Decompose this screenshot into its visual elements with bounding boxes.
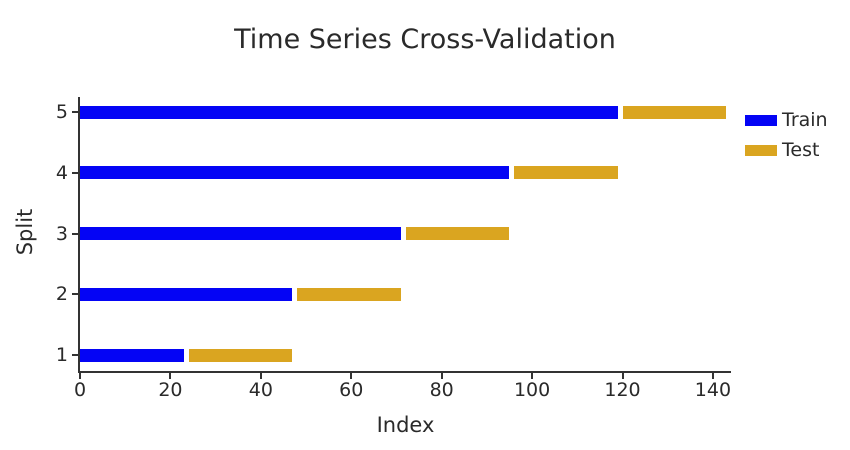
- x-tick-label: 120: [604, 379, 641, 401]
- legend-swatch-train: [745, 114, 777, 126]
- x-tick-mark: [621, 373, 624, 379]
- test-bar-split-4: [514, 166, 618, 180]
- x-tick-label: 0: [73, 379, 87, 401]
- y-tick-mark: [72, 354, 78, 356]
- y-tick-mark: [72, 232, 78, 235]
- test-bar-split-2: [297, 287, 401, 301]
- plot-area: 0 20 40 60 80 100 120 140 1 2 3 4 5: [56, 97, 731, 401]
- x-tick-label: 20: [158, 379, 183, 401]
- x-tick-label: 40: [248, 379, 273, 401]
- x-tick-label: 80: [429, 379, 454, 401]
- x-axis-line: [78, 371, 731, 373]
- y-tick-mark: [72, 111, 78, 113]
- x-tick-mark: [169, 373, 172, 379]
- train-bar-split-4: [80, 166, 510, 180]
- y-tick-label: 3: [55, 222, 68, 245]
- x-tick-mark: [79, 373, 81, 379]
- train-bar-split-1: [80, 348, 184, 362]
- test-bar-split-3: [405, 227, 510, 240]
- legend-item-test: Test: [745, 135, 828, 165]
- x-tick-label: 60: [339, 379, 364, 401]
- x-axis-title: Index: [376, 413, 435, 437]
- x-tick-label: 140: [694, 379, 732, 401]
- y-tick-label: 2: [55, 283, 68, 306]
- x-tick-label: 100: [513, 379, 551, 401]
- train-bar-split-5: [80, 105, 618, 119]
- x-tick-mark: [259, 373, 262, 379]
- train-bar-split-3: [80, 227, 401, 240]
- y-tick-label: 5: [55, 101, 68, 123]
- y-tick-mark: [72, 171, 78, 174]
- x-tick-mark: [711, 373, 714, 379]
- chart-title: Time Series Cross-Validation: [234, 24, 616, 55]
- legend: Train Test: [745, 105, 828, 165]
- train-bar-split-2: [80, 287, 293, 301]
- y-tick-label: 1: [55, 344, 68, 366]
- test-bar-split-1: [188, 348, 293, 362]
- x-tick-mark: [350, 373, 353, 379]
- legend-item-train: Train: [745, 105, 828, 135]
- legend-swatch-test: [745, 144, 777, 156]
- test-bar-split-5: [622, 105, 727, 119]
- legend-label-test: Test: [782, 139, 820, 161]
- x-tick-mark: [531, 373, 534, 379]
- x-tick-mark: [440, 373, 443, 379]
- legend-label-train: Train: [782, 109, 828, 131]
- y-tick-mark: [72, 293, 78, 296]
- y-tick-label: 4: [55, 161, 68, 184]
- y-axis-line: [78, 97, 80, 373]
